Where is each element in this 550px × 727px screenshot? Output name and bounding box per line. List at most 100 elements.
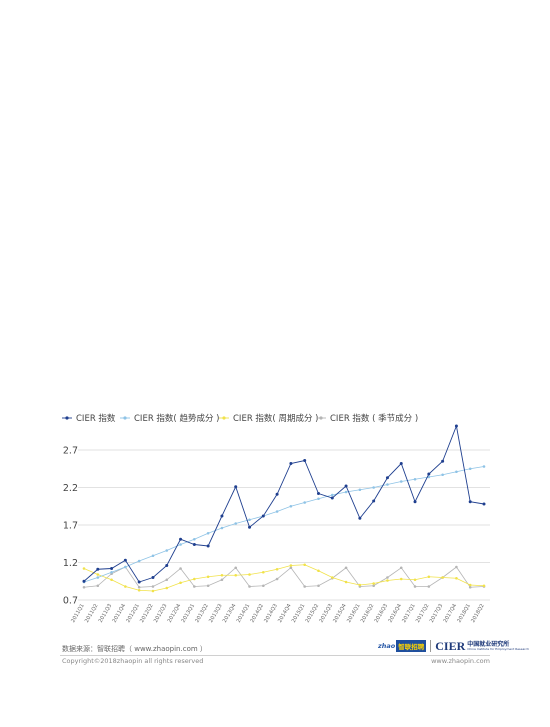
zhaopin-logo: zhao 智联招聘 (378, 640, 427, 652)
legend-item: CIER 指数 (62, 413, 116, 424)
data-point (358, 583, 362, 587)
data-point (468, 467, 472, 471)
data-point (137, 588, 141, 592)
y-axis-ticks: 0.7 1.2 1.7 2.2 2.7 (63, 446, 78, 607)
data-point (482, 465, 486, 468)
data-point (317, 497, 320, 501)
data-point (234, 566, 238, 570)
data-point (110, 567, 114, 570)
series-0 (82, 424, 486, 584)
data-point (123, 558, 127, 562)
data-point (482, 584, 486, 588)
chart-legend: CIER 指数 CIER 指数( 趋势成分 ) CIER 指数( 周期成分 ) CIE… (62, 413, 418, 424)
cier-logo-cn: 中国就业研究所 (467, 640, 510, 648)
data-point (179, 543, 182, 546)
data-point (220, 578, 224, 582)
data-point (468, 585, 472, 589)
data-point (317, 569, 320, 573)
data-point (275, 577, 279, 581)
data-point (344, 580, 348, 584)
data-point (330, 576, 334, 579)
legend-label: CIER 指数 (76, 413, 116, 424)
data-point (82, 579, 86, 583)
cier-logo-mark: CIER (435, 638, 466, 653)
data-point (372, 499, 376, 503)
series-3 (82, 565, 486, 589)
data-point (399, 577, 403, 581)
data-point (289, 564, 293, 567)
cier-logo: CIER 中国就业研究所 China Institute for Employm… (435, 639, 529, 654)
data-point (96, 573, 100, 576)
data-point (399, 566, 403, 570)
data-point (289, 504, 293, 508)
series-line (83, 424, 485, 583)
data-point (193, 537, 196, 541)
data-point (344, 484, 348, 488)
data-point (386, 579, 389, 582)
data-point (137, 559, 141, 563)
data-point (151, 589, 155, 593)
cier-logo-en: China Institute for Employment Research (467, 646, 530, 651)
series-2 (82, 563, 486, 593)
data-point (179, 567, 182, 570)
data-point (179, 537, 183, 541)
series-line (83, 566, 485, 588)
x-tick-label: 2018Q2 (470, 603, 485, 624)
series-line (83, 564, 485, 592)
zhaopin-logo-box: 智联招聘 (396, 640, 427, 652)
data-point (206, 531, 210, 535)
data-point (124, 585, 127, 588)
legend-swatch-marker (65, 416, 69, 420)
legend-item: CIER 指数( 周期成分 ) (219, 413, 318, 424)
data-point (151, 554, 155, 558)
series-1 (82, 465, 486, 584)
data-point (372, 582, 375, 585)
data-point (441, 473, 444, 477)
x-axis-ticks: 2011Q12011Q22011Q32011Q42012Q12012Q22012… (70, 602, 485, 623)
y-tick-label: 2.7 (63, 446, 78, 457)
data-point (455, 565, 458, 569)
data-point (248, 525, 252, 529)
data-point (192, 543, 196, 546)
legend-item: CIER 指数 ( 季节成分 ) (316, 413, 418, 424)
data-point (262, 570, 265, 574)
data-point (468, 500, 472, 504)
data-point (372, 486, 375, 489)
data-point (441, 459, 445, 463)
data-point (220, 573, 224, 577)
data-point (358, 516, 362, 520)
y-tick-label: 1.7 (63, 521, 78, 532)
data-point (427, 585, 431, 588)
data-point (455, 470, 458, 474)
series-line (83, 466, 485, 583)
logo-divider (430, 640, 432, 652)
data-point (386, 483, 389, 486)
data-point (193, 577, 196, 581)
data-point (317, 584, 320, 588)
data-point (455, 576, 458, 580)
data-point (427, 475, 431, 479)
data-point (262, 584, 265, 588)
legend-label: CIER 指数( 周期成分 ) (233, 413, 318, 424)
y-tick-label: 0.7 (63, 596, 78, 607)
cier-index-line-chart: CIER 指数 CIER 指数( 趋势成分 ) CIER 指数( 周期成分 ) CIE… (62, 413, 490, 624)
data-point (372, 584, 375, 588)
data-point (96, 567, 100, 571)
data-point (275, 510, 279, 513)
legend-swatch-marker (319, 416, 323, 420)
data-point (399, 480, 403, 483)
cier-logo-text: 中国就业研究所 China Institute for Employment R… (467, 640, 530, 651)
data-point (137, 580, 141, 584)
data-point (441, 576, 444, 579)
data-point (275, 492, 279, 496)
data-point (151, 576, 155, 579)
data-point (82, 567, 86, 570)
data-point (399, 462, 403, 465)
data-point (358, 488, 362, 492)
data-point (206, 544, 210, 548)
data-point (289, 462, 293, 465)
legend-label: CIER 指数 ( 季节成分 ) (330, 413, 418, 424)
data-point (206, 584, 210, 588)
copyright-text: Copyright©2018zhaopin all rights reserve… (62, 657, 204, 665)
chart-gridlines (78, 449, 490, 601)
